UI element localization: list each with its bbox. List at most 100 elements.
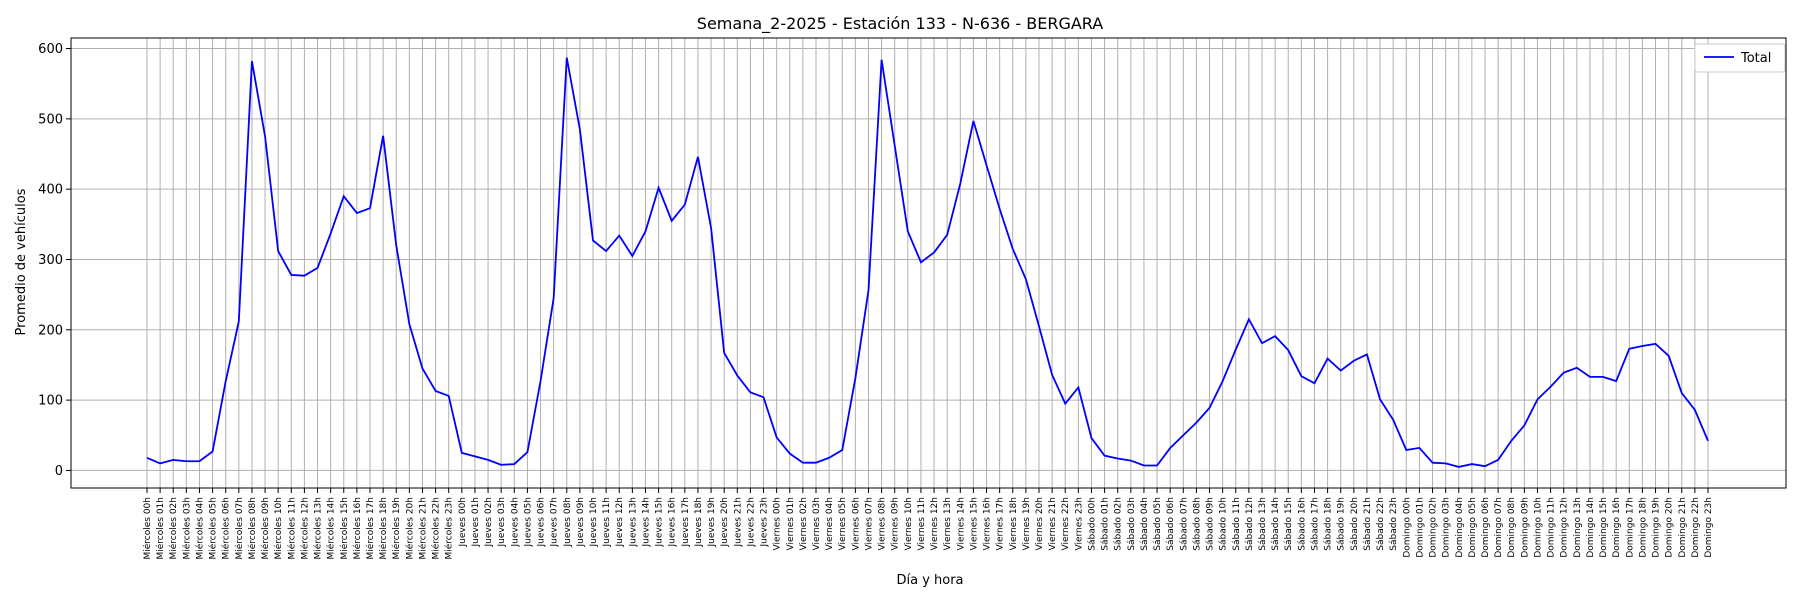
x-tick-label: Sábado 02h xyxy=(1114,497,1124,551)
x-tick-label: Jueves 21h xyxy=(733,497,743,547)
x-tick-label: Viernes 03h xyxy=(812,497,822,551)
y-tick-label: 0 xyxy=(55,464,63,479)
x-tick-label: Miércoles 21h xyxy=(417,497,428,560)
x-tick-label: Jueves 20h xyxy=(720,497,730,547)
x-tick-label: Jueves 00h xyxy=(458,497,468,547)
x-tick-label: Sábado 23h xyxy=(1389,497,1399,551)
x-tick-label: Sábado 14h xyxy=(1271,497,1281,551)
chart-title: Semana_2-2025 - Estación 133 - N-636 - B… xyxy=(697,14,1103,34)
x-tick-label: Viernes 07h xyxy=(864,497,874,551)
x-tick-label: Sábado 05h xyxy=(1153,497,1163,551)
x-tick-label: Viernes 11h xyxy=(917,497,927,551)
x-tick-label: Sábado 09h xyxy=(1206,497,1216,551)
x-tick-label: Jueves 10h xyxy=(589,497,599,547)
x-tick-label: Domingo 10h xyxy=(1533,497,1543,558)
x-tick-label: Domingo 02h xyxy=(1429,497,1439,558)
x-tick-label: Jueves 05h xyxy=(523,497,533,547)
x-tick-label: Miércoles 16h xyxy=(352,497,363,560)
x-tick-label: Viernes 22h xyxy=(1061,497,1071,551)
x-tick-label: Miércoles 07h xyxy=(234,497,245,560)
x-tick-label: Jueves 06h xyxy=(537,497,547,547)
legend-label-total: Total xyxy=(1740,51,1771,66)
x-tick-label: Jueves 07h xyxy=(550,497,560,547)
x-tick-label: Jueves 09h xyxy=(576,497,586,547)
x-axis: Miércoles 00h Miércoles 01h Miércoles 02h M… xyxy=(142,488,1714,560)
x-tick-label: Jueves 22h xyxy=(746,497,756,547)
x-tick-label: Sábado 11h xyxy=(1232,497,1242,551)
series-line-total xyxy=(146,57,1709,468)
x-tick-label: Viernes 06h xyxy=(851,497,861,551)
x-tick-label: Miércoles 09h xyxy=(260,497,271,560)
x-tick-label: Miércoles 17h xyxy=(365,497,376,560)
x-tick-label: Domingo 14h xyxy=(1586,497,1596,558)
x-tick-label: Miércoles 10h xyxy=(273,497,284,560)
x-tick-label: Miércoles 15h xyxy=(339,497,350,560)
x-tick-label: Domingo 23h xyxy=(1704,497,1714,558)
y-tick-label: 300 xyxy=(38,253,63,268)
x-tick-label: Jueves 11h xyxy=(602,497,612,547)
x-tick-label: Miércoles 23h xyxy=(444,497,455,560)
x-tick-label: Jueves 02h xyxy=(484,497,494,547)
x-tick-label: Miércoles 04h xyxy=(194,497,205,560)
x-tick-label: Viernes 15h xyxy=(969,497,979,551)
x-tick-label: Miércoles 08h xyxy=(247,497,258,560)
x-tick-label: Viernes 23h xyxy=(1074,497,1084,551)
x-tick-label: Domingo 20h xyxy=(1665,497,1675,558)
x-tick-label: Jueves 08h xyxy=(563,497,573,547)
x-tick-label: Domingo 07h xyxy=(1494,497,1504,558)
x-tick-label: Jueves 16h xyxy=(668,497,678,547)
x-tick-label: Sábado 17h xyxy=(1310,497,1320,551)
legend: Total xyxy=(1694,43,1786,73)
x-tick-label: Sábado 08h xyxy=(1192,497,1202,551)
x-tick-label: Sábado 22h xyxy=(1376,497,1386,551)
x-tick-label: Sábado 18h xyxy=(1324,497,1334,551)
y-axis-label: Promedio de vehículos xyxy=(14,188,29,335)
x-tick-label: Sábado 00h xyxy=(1087,497,1097,551)
x-tick-label: Domingo 17h xyxy=(1625,497,1635,558)
x-tick-label: Viernes 16h xyxy=(983,497,993,551)
x-tick-label: Domingo 09h xyxy=(1520,497,1530,558)
x-tick-label: Viernes 05h xyxy=(838,497,848,551)
y-axis: 0 100 200 300 400 500 600 xyxy=(38,42,71,479)
x-tick-label: Sábado 21h xyxy=(1363,497,1373,551)
x-tick-label: Sábado 04h xyxy=(1140,497,1150,551)
x-tick-label: Domingo 12h xyxy=(1560,497,1570,558)
x-tick-label: Viernes 02h xyxy=(799,497,809,551)
grid xyxy=(71,38,1786,488)
y-tick-label: 400 xyxy=(38,183,63,198)
y-tick-label: 100 xyxy=(38,394,63,409)
x-tick-label: Jueves 14h xyxy=(641,497,651,547)
x-tick-label: Viernes 17h xyxy=(996,497,1006,551)
x-tick-label: Viernes 13h xyxy=(943,497,953,551)
x-tick-label: Viernes 04h xyxy=(825,497,835,551)
x-tick-label: Viernes 18h xyxy=(1009,497,1019,551)
x-tick-label: Domingo 08h xyxy=(1507,497,1517,558)
x-tick-label: Jueves 23h xyxy=(760,497,770,547)
x-tick-label: Domingo 18h xyxy=(1638,497,1648,558)
x-tick-label: Miércoles 20h xyxy=(404,497,415,560)
x-tick-label: Jueves 03h xyxy=(497,497,507,547)
x-tick-label: Sábado 16h xyxy=(1297,497,1307,551)
x-tick-label: Sábado 15h xyxy=(1284,497,1294,551)
x-tick-label: Miércoles 05h xyxy=(208,497,219,560)
x-tick-label: Miércoles 02h xyxy=(168,497,179,560)
x-tick-label: Viernes 12h xyxy=(930,497,940,551)
x-tick-label: Miércoles 03h xyxy=(181,497,192,560)
x-tick-label: Sábado 01h xyxy=(1101,497,1111,551)
x-tick-label: Miércoles 22h xyxy=(431,497,442,560)
x-tick-label: Miércoles 06h xyxy=(221,497,232,560)
x-tick-label: Miércoles 18h xyxy=(378,497,389,560)
x-tick-label: Sábado 06h xyxy=(1166,497,1176,551)
x-tick-label: Jueves 12h xyxy=(615,497,625,547)
x-tick-label: Sábado 12h xyxy=(1245,497,1255,551)
x-tick-label: Sábado 19h xyxy=(1337,497,1347,551)
x-tick-label: Domingo 21h xyxy=(1678,497,1688,558)
x-tick-label: Jueves 19h xyxy=(707,497,717,547)
x-tick-label: Domingo 01h xyxy=(1415,497,1425,558)
x-tick-label: Sábado 03h xyxy=(1127,497,1137,551)
x-tick-label: Domingo 05h xyxy=(1468,497,1478,558)
x-tick-label: Viernes 19h xyxy=(1022,497,1032,551)
x-tick-label: Sábado 07h xyxy=(1179,497,1189,551)
x-tick-label: Domingo 16h xyxy=(1612,497,1622,558)
